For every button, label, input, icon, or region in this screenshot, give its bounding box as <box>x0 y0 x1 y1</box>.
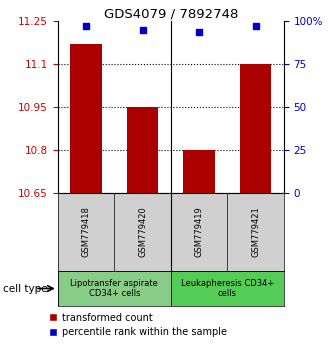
Point <box>253 24 258 29</box>
Bar <box>58 271 171 306</box>
Text: GSM779420: GSM779420 <box>138 206 147 257</box>
Text: GSM779419: GSM779419 <box>194 206 204 257</box>
Point <box>83 24 89 29</box>
Bar <box>171 271 284 306</box>
Text: GSM779418: GSM779418 <box>82 206 90 257</box>
Bar <box>127 107 158 193</box>
Title: GDS4079 / 7892748: GDS4079 / 7892748 <box>104 7 238 20</box>
Text: cell type: cell type <box>3 284 48 293</box>
Bar <box>183 150 214 193</box>
Point <box>140 27 145 33</box>
Bar <box>71 44 102 193</box>
Text: Lipotransfer aspirate
CD34+ cells: Lipotransfer aspirate CD34+ cells <box>70 279 158 298</box>
Bar <box>240 64 271 193</box>
Text: GSM779421: GSM779421 <box>251 206 260 257</box>
Point <box>196 29 202 34</box>
Legend: transformed count, percentile rank within the sample: transformed count, percentile rank withi… <box>45 309 231 341</box>
Text: Leukapheresis CD34+
cells: Leukapheresis CD34+ cells <box>181 279 274 298</box>
